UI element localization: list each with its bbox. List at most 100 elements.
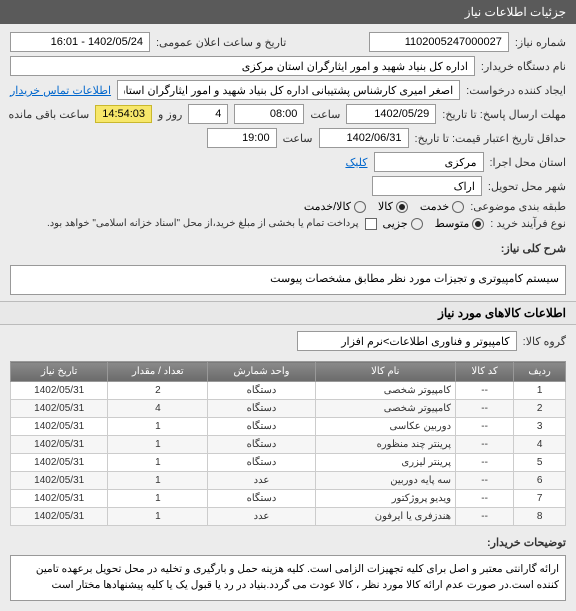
table-row[interactable]: 4--پرینتر چند منظورهدستگاه11402/05/31 [11,436,566,454]
form-area: شماره نیاز: تاریخ و ساعت اعلان عمومی: نا… [0,24,576,242]
cell-qty: 2 [108,382,208,400]
th-name: نام کالا [315,362,455,382]
payment-checkbox[interactable] [365,218,377,230]
radio-service[interactable] [452,201,464,213]
cell-date: 1402/05/31 [11,472,108,490]
creator-field[interactable] [117,80,460,100]
payment-note: پرداخت تمام یا بخشی از مبلغ خرید،از محل … [47,218,359,229]
page-title: جزئیات اطلاعات نیاز [465,5,566,19]
cell-r: 1 [514,382,566,400]
need-no-field[interactable] [369,32,509,52]
remain-text: ساعت باقی مانده [8,108,89,121]
cell-date: 1402/05/31 [11,436,108,454]
buyer-note-box: ارائه گارانتی معتبر و اصل برای کلیه تجهی… [10,555,566,601]
cell-qty: 1 [108,418,208,436]
announce-label: تاریخ و ساعت اعلان عمومی: [156,36,286,49]
cell-date: 1402/05/31 [11,382,108,400]
need-desc-box: سیستم کامپیوتری و تجیزات مورد نظر مطابق … [10,265,566,295]
days-label: روز و [158,108,182,121]
time-label-2: ساعت [283,132,313,145]
page-header: جزئیات اطلاعات نیاز [0,0,576,24]
cell-code: -- [456,418,514,436]
table-row[interactable]: 5--پرینتر لیزریدستگاه11402/05/31 [11,454,566,472]
cell-code: -- [456,490,514,508]
cell-date: 1402/05/31 [11,454,108,472]
buyer-org-label: نام دستگاه خریدار: [481,60,566,73]
cell-r: 7 [514,490,566,508]
creator-label: ایجاد کننده درخواست: [466,84,566,97]
cell-qty: 4 [108,400,208,418]
cell-date: 1402/05/31 [11,418,108,436]
table-row[interactable]: 6--سه پایه دوربینعدد11402/05/31 [11,472,566,490]
cell-r: 2 [514,400,566,418]
cell-code: -- [456,454,514,472]
city-deliver-label: شهر محل تحویل: [488,180,566,193]
process-label: نوع فرآیند خرید : [490,217,566,230]
cell-r: 3 [514,418,566,436]
cell-date: 1402/05/31 [11,490,108,508]
process-radio-group: متوسط جزیی [383,217,485,230]
announce-field[interactable] [10,32,150,52]
deadline-date-field[interactable] [346,104,436,124]
cell-name: پرینتر چند منظوره [315,436,455,454]
radio-goods[interactable] [396,201,408,213]
cell-name: هندزفری یا ایرفون [315,508,455,526]
cell-name: دوربین عکاسی [315,418,455,436]
group-field[interactable] [297,331,517,351]
th-qty: تعداد / مقدار [108,362,208,382]
goods-table: ردیف کد کالا نام کالا واحد شمارش تعداد /… [10,361,566,526]
remain-badge: 14:54:03 [95,105,152,123]
city-deliver-field[interactable] [372,176,482,196]
cell-name: پرینتر لیزری [315,454,455,472]
cell-unit: دستگاه [208,418,315,436]
min-credit-time-field[interactable] [207,128,277,148]
radio-both[interactable] [354,201,366,213]
cell-qty: 1 [108,472,208,490]
min-credit-label: حداقل تاریخ اعتبار قیمت: تا تاریخ: [415,132,566,145]
cell-date: 1402/05/31 [11,400,108,418]
table-row[interactable]: 1--کامپیوتر شخصیدستگاه21402/05/31 [11,382,566,400]
table-row[interactable]: 7--ویدیو پروژکتوردستگاه11402/05/31 [11,490,566,508]
cell-name: کامپیوتر شخصی [315,400,455,418]
cell-code: -- [456,508,514,526]
cell-qty: 1 [108,454,208,472]
table-row[interactable]: 8--هندزفری یا ایرفونعدد11402/05/31 [11,508,566,526]
cell-r: 6 [514,472,566,490]
cell-unit: دستگاه [208,436,315,454]
radio-mid[interactable] [472,218,484,230]
cell-name: ویدیو پروژکتور [315,490,455,508]
cell-unit: دستگاه [208,490,315,508]
group-label: گروه کالا: [523,335,566,348]
cell-code: -- [456,400,514,418]
cell-code: -- [456,436,514,454]
deadline-time-field[interactable] [234,104,304,124]
buyer-org-field[interactable] [10,56,475,76]
days-field[interactable] [188,104,228,124]
cell-unit: دستگاه [208,400,315,418]
need-desc-label: شرح کلی نیاز: [501,242,566,255]
min-credit-date-field[interactable] [319,128,409,148]
contact-link[interactable]: اطلاعات تماس خریدار [10,84,111,97]
cell-code: -- [456,472,514,490]
th-unit: واحد شمارش [208,362,315,382]
th-date: تاریخ نیاز [11,362,108,382]
cell-date: 1402/05/31 [11,508,108,526]
cell-unit: عدد [208,472,315,490]
need-no-label: شماره نیاز: [515,36,566,49]
buyer-note-label: توضیحات خریدار: [487,536,566,549]
cell-unit: دستگاه [208,454,315,472]
time-label-1: ساعت [310,108,340,121]
cell-r: 8 [514,508,566,526]
goods-section-title: اطلاعات کالاهای مورد نیاز [0,301,576,325]
cell-unit: عدد [208,508,315,526]
city-exec-field[interactable] [374,152,484,172]
click-link[interactable]: کلیک [345,156,367,169]
cell-r: 4 [514,436,566,454]
cell-qty: 1 [108,508,208,526]
table-row[interactable]: 2--کامپیوتر شخصیدستگاه41402/05/31 [11,400,566,418]
cell-unit: دستگاه [208,382,315,400]
radio-minor[interactable] [411,218,423,230]
cell-name: کامپیوتر شخصی [315,382,455,400]
cell-code: -- [456,382,514,400]
table-row[interactable]: 3--دوربین عکاسیدستگاه11402/05/31 [11,418,566,436]
